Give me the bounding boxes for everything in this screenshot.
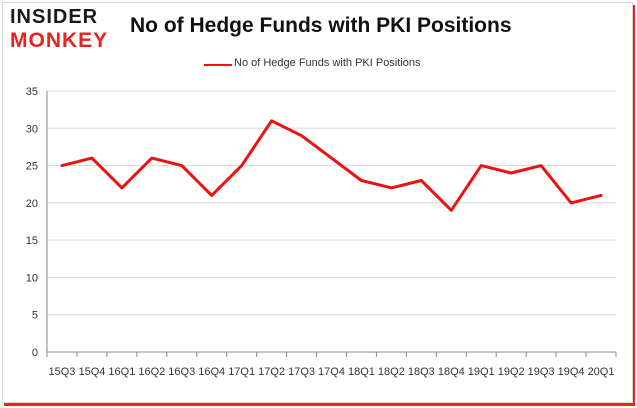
insider-monkey-logo: INSIDER MONKEY — [10, 6, 120, 52]
data-point — [360, 179, 363, 182]
x-tick-label: 17Q1 — [228, 366, 255, 378]
y-tick-label: 30 — [26, 123, 38, 135]
data-point — [150, 156, 154, 160]
legend-swatch — [204, 64, 232, 66]
x-tick-label: 16Q4 — [198, 366, 225, 378]
legend-label: No of Hedge Funds with PKI Positions — [234, 57, 421, 69]
data-point — [569, 201, 573, 205]
x-tick-label: 16Q1 — [108, 366, 135, 378]
x-tick-label: 17Q3 — [288, 366, 315, 378]
x-tick-label: 18Q1 — [348, 366, 375, 378]
data-point — [480, 164, 483, 167]
x-tick-label: 17Q4 — [318, 366, 345, 378]
y-tick-label: 10 — [26, 272, 38, 284]
x-tick-label: 19Q4 — [558, 366, 585, 378]
logo-line-1: INSIDER — [10, 6, 99, 28]
y-tick-label: 0 — [32, 347, 38, 359]
data-point — [599, 194, 603, 197]
logo-line-2: MONKEY — [10, 29, 109, 52]
data-point — [390, 186, 393, 190]
data-point — [60, 164, 64, 167]
data-point — [180, 164, 183, 167]
x-tick-label: 18Q4 — [438, 366, 465, 378]
x-tick-label: 17Q2 — [258, 366, 285, 378]
data-point — [120, 186, 124, 190]
x-tick-label: 15Q3 — [49, 366, 76, 378]
data-point — [539, 164, 543, 167]
x-tick-label: 16Q3 — [168, 366, 195, 378]
x-tick-label: 19Q2 — [498, 366, 525, 378]
data-point — [450, 209, 453, 212]
data-point — [90, 156, 94, 160]
data-point — [210, 194, 213, 197]
y-tick-label: 20 — [26, 198, 38, 210]
y-tick-label: 5 — [32, 310, 38, 322]
y-tick-label: 25 — [26, 161, 38, 173]
x-tick-label: 15Q4 — [78, 366, 105, 378]
data-point — [509, 171, 513, 175]
data-point — [330, 156, 333, 160]
x-tick-label: 16Q2 — [138, 366, 165, 378]
x-tick-label: 20Q1 — [588, 366, 615, 378]
y-tick-label: 15 — [26, 235, 38, 247]
y-tick-label: 35 — [26, 86, 38, 98]
data-point — [420, 179, 423, 182]
x-tick-label: 18Q2 — [378, 366, 405, 378]
x-tick-label: 19Q1 — [468, 366, 495, 378]
chart-title: No of Hedge Funds with PKI Positions — [130, 14, 512, 37]
x-tick-label: 19Q3 — [528, 366, 555, 378]
data-point — [240, 164, 243, 167]
data-point — [270, 119, 273, 123]
x-tick-label: 18Q3 — [408, 366, 435, 378]
data-point — [300, 134, 303, 137]
